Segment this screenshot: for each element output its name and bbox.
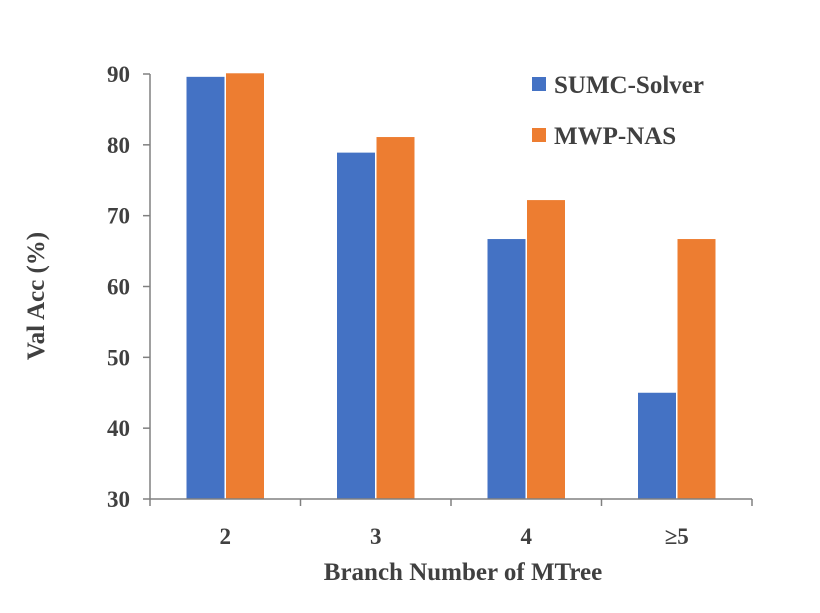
x-category-label: ≥5 — [665, 524, 689, 549]
bar-sumc-solver-2 — [487, 239, 526, 499]
y-tick-label: 50 — [107, 345, 130, 370]
bars-group — [186, 73, 716, 500]
y-tick-label: 70 — [107, 204, 130, 229]
legend-swatch-sumc-solver — [532, 77, 546, 91]
x-category-label: 2 — [220, 524, 232, 549]
bar-sumc-solver-0 — [186, 76, 225, 499]
x-axis-title: Branch Number of MTree — [324, 559, 602, 586]
bar-mwp-nas-1 — [376, 137, 415, 499]
x-category-label: 3 — [370, 524, 382, 549]
y-tick-label: 30 — [107, 487, 130, 512]
bar-sumc-solver-3 — [638, 392, 676, 499]
x-axis-ticks: 2 3 4 ≥5 — [149, 499, 753, 549]
bar-sumc-solver-1 — [337, 152, 375, 499]
bar-mwp-nas-2 — [527, 200, 565, 500]
bar-mwp-nas-0 — [226, 73, 264, 500]
legend: SUMC-Solver MWP-NAS — [532, 72, 704, 150]
legend-label-mwp-nas: MWP-NAS — [554, 123, 676, 150]
y-tick-label: 80 — [107, 133, 130, 158]
legend-label-sumc-solver: SUMC-Solver — [554, 72, 704, 99]
bar-mwp-nas-3 — [677, 239, 716, 499]
y-axis-ticks: 30 40 50 60 70 80 90 — [107, 62, 150, 512]
y-tick-label: 60 — [107, 275, 130, 300]
y-axis-title: Val Acc (%) — [23, 232, 50, 360]
y-tick-label: 90 — [107, 62, 130, 87]
legend-swatch-mwp-nas — [532, 128, 546, 142]
y-tick-label: 40 — [107, 416, 130, 441]
x-category-label: 4 — [521, 524, 533, 549]
